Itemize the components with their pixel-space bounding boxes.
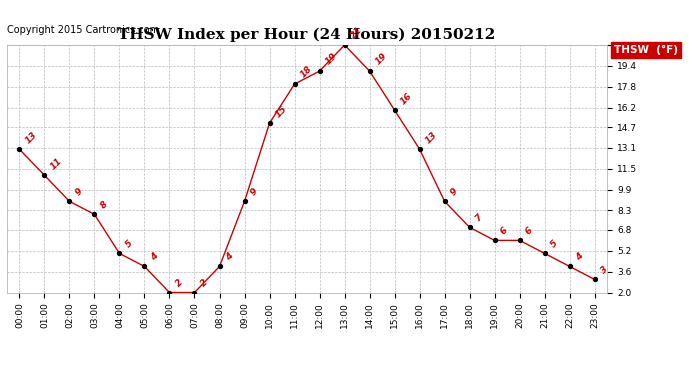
Text: Copyright 2015 Cartronics.com: Copyright 2015 Cartronics.com xyxy=(7,25,159,35)
Point xyxy=(414,146,425,152)
Text: 16: 16 xyxy=(399,91,414,106)
Point xyxy=(39,172,50,178)
Point xyxy=(189,290,200,296)
Text: 8: 8 xyxy=(99,200,110,210)
Text: 9: 9 xyxy=(448,186,460,197)
Point xyxy=(14,146,25,152)
Text: 5: 5 xyxy=(124,238,135,249)
Point xyxy=(89,211,100,217)
Text: 13: 13 xyxy=(424,130,439,145)
Text: 19: 19 xyxy=(324,52,339,67)
Text: 3: 3 xyxy=(599,264,610,275)
Point xyxy=(64,198,75,204)
Text: 9: 9 xyxy=(248,186,259,197)
Text: 21: 21 xyxy=(348,26,364,41)
Point xyxy=(289,81,300,87)
Text: 6: 6 xyxy=(524,225,535,236)
Point xyxy=(314,68,325,74)
Point xyxy=(564,264,575,270)
Point xyxy=(164,290,175,296)
Text: 9: 9 xyxy=(74,186,84,197)
Text: 5: 5 xyxy=(549,238,560,249)
Text: 15: 15 xyxy=(274,104,289,119)
Text: 2: 2 xyxy=(174,278,184,288)
Text: 18: 18 xyxy=(299,65,314,80)
Point xyxy=(489,237,500,243)
Point xyxy=(139,264,150,270)
Title: THSW Index per Hour (24 Hours) 20150212: THSW Index per Hour (24 Hours) 20150212 xyxy=(119,28,495,42)
Text: 4: 4 xyxy=(224,252,235,262)
Point xyxy=(514,237,525,243)
Point xyxy=(264,120,275,126)
Text: 6: 6 xyxy=(499,225,510,236)
Text: 13: 13 xyxy=(23,130,39,145)
Point xyxy=(339,42,350,48)
Text: 4: 4 xyxy=(574,252,584,262)
Point xyxy=(439,198,450,204)
Text: 11: 11 xyxy=(48,156,63,171)
Point xyxy=(589,276,600,282)
Point xyxy=(464,224,475,230)
Point xyxy=(239,198,250,204)
Point xyxy=(539,251,550,257)
Text: THSW  (°F): THSW (°F) xyxy=(614,45,678,55)
Point xyxy=(364,68,375,74)
Text: 4: 4 xyxy=(148,252,159,262)
Point xyxy=(389,107,400,113)
Text: 19: 19 xyxy=(374,52,389,67)
Text: 7: 7 xyxy=(474,212,484,223)
Text: 2: 2 xyxy=(199,278,210,288)
Point xyxy=(214,264,225,270)
Point xyxy=(114,251,125,257)
